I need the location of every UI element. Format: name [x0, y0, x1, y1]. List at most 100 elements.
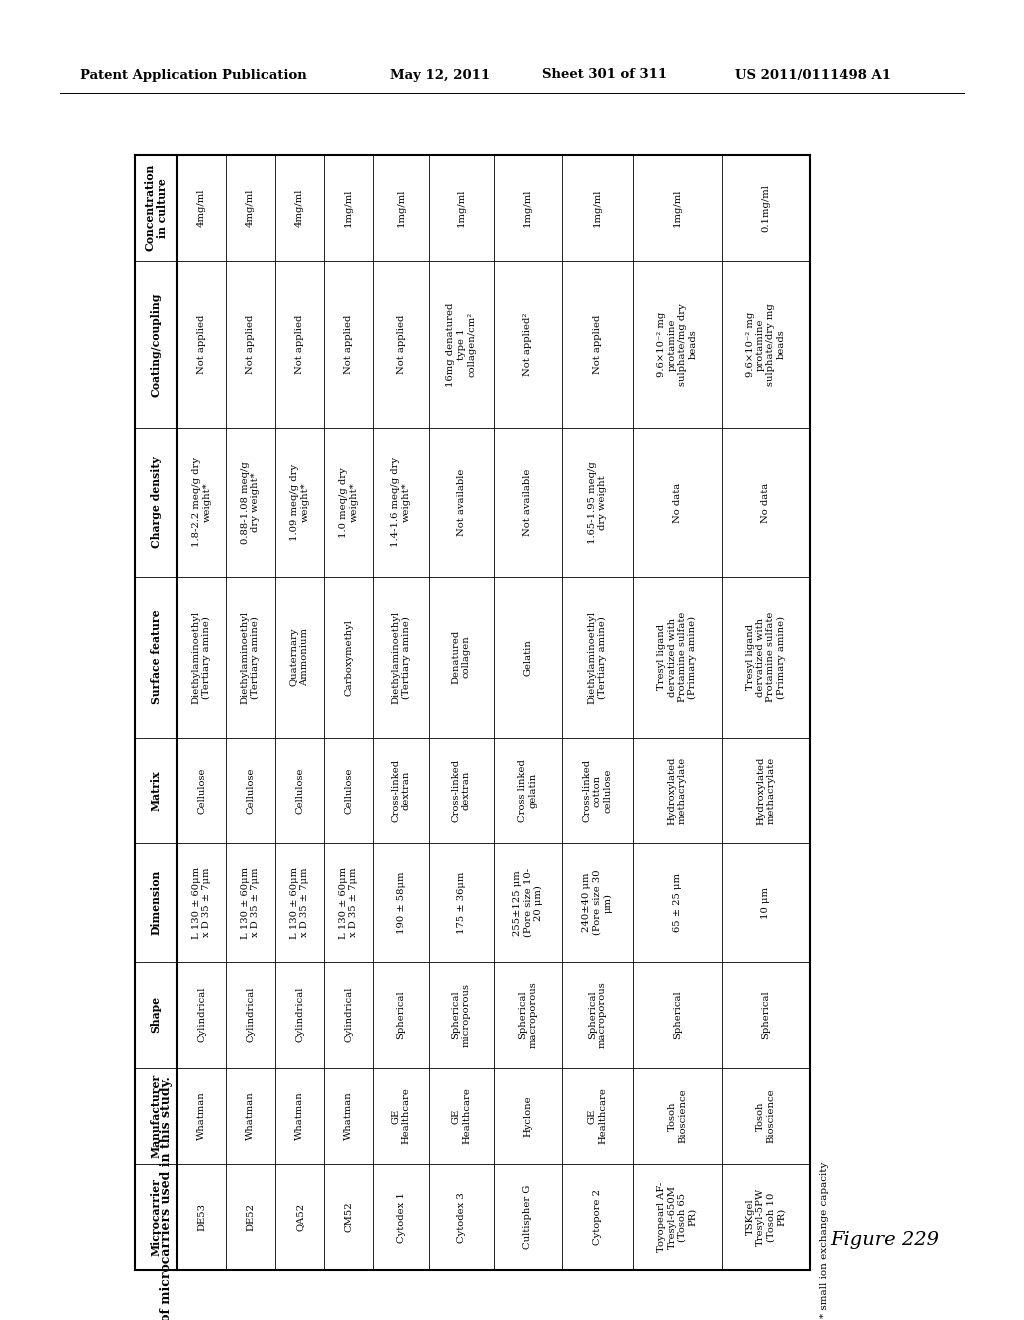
- Text: 1.65-1.95 meq/g
dry weight: 1.65-1.95 meq/g dry weight: [588, 461, 607, 544]
- Text: 10 μm: 10 μm: [761, 887, 770, 919]
- Text: Spherical
macroporous: Spherical macroporous: [588, 981, 607, 1048]
- Text: Spherical
microporous: Spherical microporous: [452, 983, 471, 1047]
- Text: Surface feature: Surface feature: [151, 610, 162, 705]
- Text: 1.4-1.6 meq/g dry
weight*: 1.4-1.6 meq/g dry weight*: [391, 457, 411, 548]
- Text: 255±125 μm
(Pore size 10-
20 μm): 255±125 μm (Pore size 10- 20 μm): [513, 869, 543, 937]
- Text: Diethylaminoethyl
(Tertiary amine): Diethylaminoethyl (Tertiary amine): [391, 611, 411, 704]
- Text: Spherical: Spherical: [396, 990, 406, 1039]
- Text: DE52: DE52: [246, 1203, 255, 1232]
- Text: 0.88-1.08 meq/g
dry weight*: 0.88-1.08 meq/g dry weight*: [241, 461, 260, 544]
- Text: Figure 229: Figure 229: [830, 1232, 939, 1249]
- Text: Carboxymethyl: Carboxymethyl: [344, 619, 353, 696]
- Text: TSKgel
Tresyl-5PW
(Tosoh 10
PR): TSKgel Tresyl-5PW (Tosoh 10 PR): [745, 1188, 785, 1246]
- Text: Concentration
in culture: Concentration in culture: [144, 164, 168, 252]
- Text: Matrix: Matrix: [151, 770, 162, 810]
- Text: * small ion exchange capacity: * small ion exchange capacity: [820, 1162, 829, 1319]
- Text: L 130 ± 60μm
x D 35 ± 7μm: L 130 ± 60μm x D 35 ± 7μm: [339, 866, 358, 939]
- Text: 1mg/ml: 1mg/ml: [457, 189, 466, 227]
- Text: May 12, 2011: May 12, 2011: [390, 69, 490, 82]
- Text: L 130 ± 60μm
x D 35 ± 7μm: L 130 ± 60μm x D 35 ± 7μm: [290, 866, 309, 939]
- Text: Cultispher G: Cultispher G: [523, 1185, 532, 1249]
- Text: 1mg/ml: 1mg/ml: [396, 189, 406, 227]
- Text: Cellulose: Cellulose: [246, 767, 255, 813]
- Text: Cross-linked
dextran: Cross-linked dextran: [452, 759, 471, 822]
- Text: Whatman: Whatman: [295, 1092, 304, 1140]
- Text: Quaternary
Ammonium: Quaternary Ammonium: [290, 628, 309, 686]
- Text: 240±40 μm
(Pore size 30
μm): 240±40 μm (Pore size 30 μm): [583, 870, 612, 936]
- Text: 1.09 meq/g dry
weight*: 1.09 meq/g dry weight*: [290, 463, 309, 541]
- Text: Tosoh
Bioscience: Tosoh Bioscience: [756, 1089, 775, 1143]
- Text: Spherical: Spherical: [761, 990, 770, 1039]
- Text: Characteristics of microcarriers used in this study.: Characteristics of microcarriers used in…: [160, 1077, 173, 1320]
- Text: 1mg/ml: 1mg/ml: [593, 189, 602, 227]
- Text: Cylindrical: Cylindrical: [198, 987, 206, 1043]
- Text: 1.8-2.2 meq/g dry
weight*: 1.8-2.2 meq/g dry weight*: [191, 458, 211, 548]
- Text: Patent Application Publication: Patent Application Publication: [80, 69, 307, 82]
- Text: DE53: DE53: [198, 1203, 206, 1232]
- Text: Not applied: Not applied: [295, 314, 304, 374]
- Text: Microcarrier: Microcarrier: [151, 1179, 162, 1257]
- Text: Cellulose: Cellulose: [344, 767, 353, 813]
- Text: Whatman: Whatman: [246, 1092, 255, 1140]
- Text: Not applied²: Not applied²: [523, 313, 532, 376]
- Text: Hyclone: Hyclone: [523, 1096, 532, 1137]
- Text: Whatman: Whatman: [344, 1092, 353, 1140]
- Text: 4mg/ml: 4mg/ml: [295, 189, 304, 227]
- Text: Not available: Not available: [457, 469, 466, 536]
- Text: No data: No data: [761, 482, 770, 523]
- Text: Cylindrical: Cylindrical: [246, 987, 255, 1043]
- Text: 9.6×10⁻² mg
protamine
sulphate/dry mg
beads: 9.6×10⁻² mg protamine sulphate/dry mg be…: [745, 304, 785, 385]
- Text: Not applied: Not applied: [344, 314, 353, 374]
- Text: 175 ± 36μm: 175 ± 36μm: [457, 871, 466, 933]
- Text: Tresyl ligand
dervatized with
Protamine sulfate
(Primary amine): Tresyl ligand dervatized with Protamine …: [657, 612, 697, 702]
- Text: Not applied: Not applied: [593, 314, 602, 374]
- Text: Diethylaminoethyl
(Tertiary amine): Diethylaminoethyl (Tertiary amine): [191, 611, 212, 704]
- Text: 1mg/ml: 1mg/ml: [673, 189, 682, 227]
- Text: CM52: CM52: [344, 1201, 353, 1233]
- Text: Cellulose: Cellulose: [295, 767, 304, 813]
- Text: QA52: QA52: [295, 1203, 304, 1232]
- Text: Not applied: Not applied: [396, 314, 406, 374]
- Text: 16mg denatured
type 1
collagen/cm²: 16mg denatured type 1 collagen/cm²: [446, 302, 476, 387]
- Text: 4mg/ml: 4mg/ml: [198, 189, 206, 227]
- Text: 65 ± 25 μm: 65 ± 25 μm: [673, 873, 682, 932]
- Text: Cross-linked
dextran: Cross-linked dextran: [391, 759, 411, 822]
- Text: Cylindrical: Cylindrical: [344, 987, 353, 1043]
- Text: Shape: Shape: [151, 997, 162, 1034]
- Text: Sheet 301 of 311: Sheet 301 of 311: [542, 69, 667, 82]
- Text: Tosoh
Bioscience: Tosoh Bioscience: [668, 1089, 687, 1143]
- Text: Cytodex 3: Cytodex 3: [457, 1192, 466, 1242]
- Text: Spherical
macroporous: Spherical macroporous: [518, 981, 538, 1048]
- Text: Cross linked
gelatin: Cross linked gelatin: [518, 759, 538, 822]
- Text: No data: No data: [673, 482, 682, 523]
- Text: 1.0 meq/g dry
weight*: 1.0 meq/g dry weight*: [339, 467, 358, 537]
- Text: Manufacturer: Manufacturer: [151, 1074, 162, 1158]
- Text: Spherical: Spherical: [673, 990, 682, 1039]
- Text: Cytopore 2: Cytopore 2: [593, 1189, 602, 1245]
- Text: US 2011/0111498 A1: US 2011/0111498 A1: [735, 69, 891, 82]
- Text: 9.6×10⁻² mg
protamine
sulphate/mg dry
beads: 9.6×10⁻² mg protamine sulphate/mg dry be…: [657, 304, 697, 385]
- Text: 1mg/ml: 1mg/ml: [344, 189, 353, 227]
- Text: L 130 ± 60μm
x D 35 ± 7μm: L 130 ± 60μm x D 35 ± 7μm: [241, 866, 260, 939]
- Text: Not applied: Not applied: [198, 314, 206, 374]
- Text: GE
Healthcare: GE Healthcare: [588, 1088, 607, 1144]
- Text: Cross-linked
cotton
cellulose: Cross-linked cotton cellulose: [583, 759, 612, 822]
- Text: 0.1mg/ml: 0.1mg/ml: [761, 183, 770, 232]
- Text: Denatured
collagen: Denatured collagen: [452, 630, 471, 684]
- Text: 4mg/ml: 4mg/ml: [246, 189, 255, 227]
- Text: GE
Healthcare: GE Healthcare: [452, 1088, 471, 1144]
- Text: Gelatin: Gelatin: [523, 639, 532, 676]
- Text: Coating/coupling: Coating/coupling: [151, 292, 162, 397]
- Text: Charge density: Charge density: [151, 457, 162, 548]
- Text: Diethylaminoethyl
(Tertiary amine): Diethylaminoethyl (Tertiary amine): [241, 611, 260, 704]
- Text: Cellulose: Cellulose: [198, 767, 206, 813]
- Text: Not applied: Not applied: [246, 314, 255, 374]
- Text: L 130 ± 60μm
x D 35 ± 7μm: L 130 ± 60μm x D 35 ± 7μm: [191, 866, 211, 939]
- Text: Hydroxylated
methacrylate: Hydroxylated methacrylate: [756, 756, 775, 825]
- Text: GE
Healthcare: GE Healthcare: [391, 1088, 411, 1144]
- Text: Cylindrical: Cylindrical: [295, 987, 304, 1043]
- Text: 1mg/ml: 1mg/ml: [523, 189, 532, 227]
- Text: Cytodex 1: Cytodex 1: [396, 1192, 406, 1242]
- Text: Whatman: Whatman: [198, 1092, 206, 1140]
- Text: Diethylaminoethyl
(Tertiary amine): Diethylaminoethyl (Tertiary amine): [588, 611, 607, 704]
